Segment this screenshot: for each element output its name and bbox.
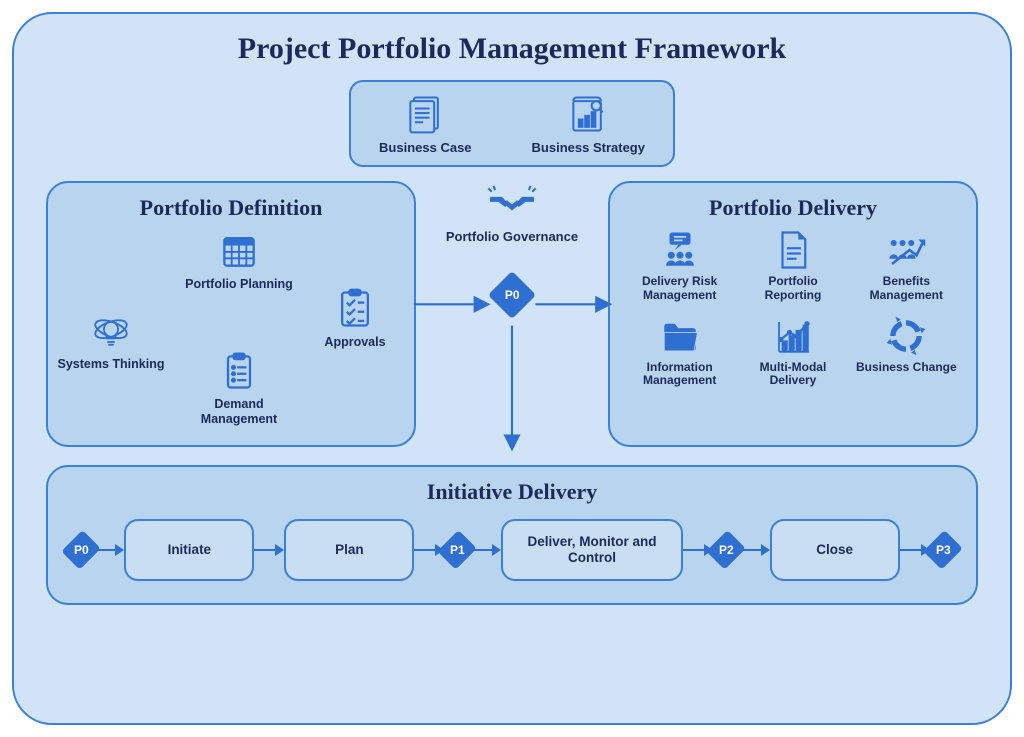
plan-box: Plan	[284, 519, 414, 581]
business-change-item: Business Change	[853, 315, 960, 389]
business-case-item: Business Case	[379, 92, 472, 155]
bar-trend-icon	[772, 315, 814, 357]
handshake-icon	[485, 185, 539, 225]
delivery-risk-item: Delivery Risk Management	[626, 229, 733, 303]
portfolio-planning-label: Portfolio Planning	[185, 277, 293, 292]
initiative-delivery-title: Initiative Delivery	[68, 479, 956, 505]
delivery-risk-label: Delivery Risk Management	[626, 275, 733, 303]
framework-outer: Project Portfolio Management Framework B…	[12, 12, 1012, 725]
initiative-delivery-panel: Initiative Delivery P0 Initiate Plan P1 …	[46, 465, 978, 605]
p0-diamond-center: P0	[488, 271, 536, 319]
portfolio-planning-item: Portfolio Planning	[184, 229, 294, 292]
approvals-item: Approvals	[300, 287, 410, 350]
lightbulb-orbit-icon	[89, 309, 133, 353]
multi-modal-delivery-label: Multi-Modal Delivery	[739, 361, 846, 389]
middle-row: Portfolio Definition	[46, 181, 978, 447]
business-inputs-box: Business Case Business Strategy	[349, 80, 675, 167]
folder-icon	[659, 315, 701, 357]
report-page-icon	[772, 229, 814, 271]
multi-modal-delivery-item: Multi-Modal Delivery	[739, 315, 846, 389]
governance-label: Portfolio Governance	[446, 229, 578, 244]
portfolio-reporting-item: Portfolio Reporting	[739, 229, 846, 303]
delivery-grid: Delivery Risk Management Portfolio Repor…	[626, 229, 960, 388]
deliver-monitor-control-box: Deliver, Monitor and Control	[501, 519, 684, 581]
clipboard-list-icon	[217, 349, 261, 393]
portfolio-delivery-title: Portfolio Delivery	[626, 195, 960, 221]
growth-arrow-icon	[885, 229, 927, 271]
chat-team-icon	[659, 229, 701, 271]
main-title: Project Portfolio Management Framework	[238, 32, 786, 66]
information-management-label: Information Management	[626, 361, 733, 389]
business-strategy-label: Business Strategy	[532, 140, 645, 155]
center-governance-column: Portfolio Governance P0	[416, 181, 608, 447]
systems-thinking-label: Systems Thinking	[58, 357, 165, 372]
demand-management-label: Demand Management	[184, 397, 294, 427]
portfolio-delivery-panel: Portfolio Delivery Delivery Risk Man	[608, 181, 978, 447]
definition-body: Portfolio Planning Systems Thinking	[64, 229, 398, 429]
cycle-arrows-icon	[885, 315, 927, 357]
flow-arrow	[471, 544, 501, 556]
initiate-box: Initiate	[124, 519, 254, 581]
systems-thinking-item: Systems Thinking	[56, 309, 166, 372]
initiative-flow-row: P0 Initiate Plan P1 Deliver, Monitor and…	[68, 519, 956, 581]
flow-arrow	[740, 544, 770, 556]
business-change-label: Business Change	[856, 361, 957, 375]
flow-arrow	[254, 544, 284, 556]
document-icon	[403, 92, 447, 136]
flow-arrow	[94, 544, 124, 556]
p3-diamond: P3	[923, 530, 963, 570]
business-case-label: Business Case	[379, 140, 472, 155]
demand-management-item: Demand Management	[184, 349, 294, 427]
information-management-item: Information Management	[626, 315, 733, 389]
business-strategy-item: Business Strategy	[532, 92, 645, 155]
portfolio-definition-panel: Portfolio Definition	[46, 181, 416, 447]
benefits-management-label: Benefits Management	[853, 275, 960, 303]
strategy-chart-icon	[566, 92, 610, 136]
calendar-grid-icon	[217, 229, 261, 273]
benefits-management-item: Benefits Management	[853, 229, 960, 303]
close-box: Close	[770, 519, 900, 581]
approvals-label: Approvals	[324, 335, 385, 350]
checklist-icon	[333, 287, 377, 331]
portfolio-reporting-label: Portfolio Reporting	[739, 275, 846, 303]
portfolio-definition-title: Portfolio Definition	[64, 195, 398, 221]
